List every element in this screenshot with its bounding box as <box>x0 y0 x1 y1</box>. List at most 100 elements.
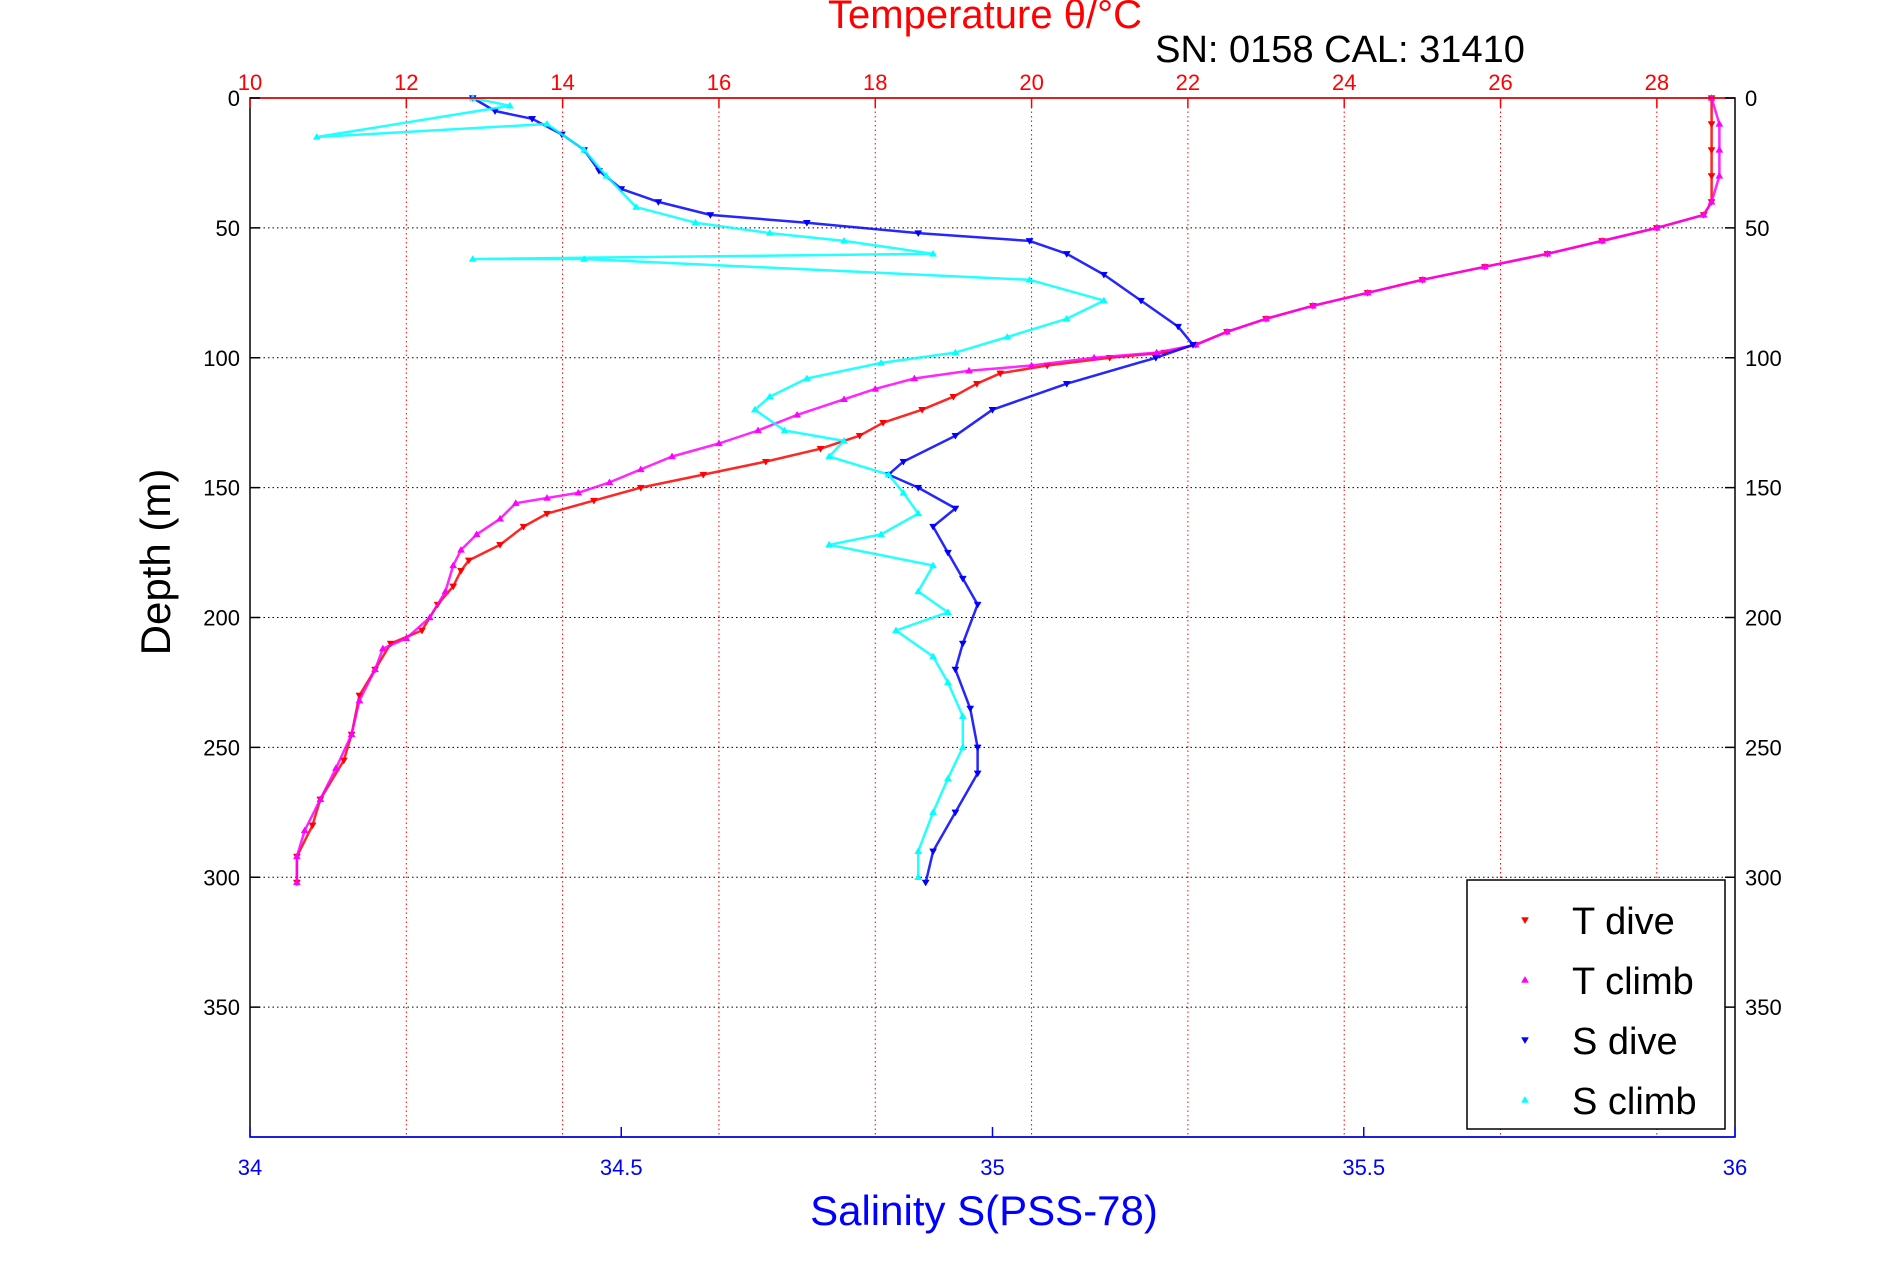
data-point <box>877 530 886 538</box>
series-trace <box>472 96 1195 883</box>
data-point <box>457 545 465 553</box>
data-point <box>944 608 952 616</box>
data-point <box>914 847 923 854</box>
depth-tick-label-left: 50 <box>216 216 240 241</box>
legend-label: S dive <box>1572 1021 1678 1063</box>
data-point <box>1363 288 1372 296</box>
data-point <box>1062 314 1071 322</box>
temperature-tick-label: 24 <box>1332 70 1356 95</box>
data-point <box>1003 332 1012 340</box>
temperature-tick-label: 26 <box>1488 70 1512 95</box>
data-point <box>580 145 589 153</box>
data-point <box>699 471 708 479</box>
data-point <box>602 171 611 179</box>
data-point <box>1189 342 1197 349</box>
data-point <box>840 236 848 244</box>
data-point <box>765 229 774 236</box>
data-point <box>332 764 340 771</box>
depth-tick-label-right: 50 <box>1745 216 1769 241</box>
data-point <box>929 808 938 816</box>
data-point <box>802 219 811 227</box>
data-point <box>1715 145 1724 153</box>
series-s-dive <box>468 95 1197 887</box>
data-point <box>914 484 923 492</box>
temperature-tick-label: 12 <box>394 70 418 95</box>
data-point <box>951 432 960 440</box>
legend-marker <box>1521 1037 1529 1044</box>
data-point <box>1151 355 1160 362</box>
y-axis-label: Depth (m) <box>132 469 179 656</box>
data-point <box>951 348 960 356</box>
data-point <box>825 540 834 548</box>
series-trace <box>295 98 1713 883</box>
x-axis-label: Salinity S(PSS-78) <box>810 1187 1158 1234</box>
data-point <box>1262 314 1270 322</box>
series-s-climb <box>312 94 1108 880</box>
data-point <box>1707 147 1716 154</box>
data-point <box>914 873 923 880</box>
depth-tick-label-right: 200 <box>1745 606 1782 631</box>
data-point <box>1480 262 1489 270</box>
data-point <box>1099 296 1108 304</box>
data-point <box>949 394 958 401</box>
data-point <box>1707 121 1716 128</box>
data-point <box>1418 275 1427 283</box>
data-point <box>958 640 967 648</box>
data-point <box>793 410 802 418</box>
data-point <box>425 613 434 621</box>
data-point <box>1652 223 1661 231</box>
data-point <box>988 407 997 414</box>
depth-tick-label-left: 100 <box>203 346 240 371</box>
depth-tick-label-right: 150 <box>1745 476 1782 501</box>
salinity-tick-label: 35 <box>980 1155 1004 1180</box>
chart-subtitle: SN: 0158 CAL: 31410 <box>1155 29 1525 71</box>
data-point <box>1062 381 1071 388</box>
depth-tick-label-left: 150 <box>203 476 240 501</box>
data-point <box>1707 173 1716 180</box>
data-point <box>1027 361 1036 369</box>
data-point <box>871 384 880 392</box>
data-point <box>519 523 528 531</box>
data-point <box>449 583 458 591</box>
data-point <box>973 601 982 609</box>
data-point <box>958 575 967 583</box>
data-layer <box>292 94 1724 887</box>
data-point <box>965 366 973 374</box>
legend-label: T climb <box>1572 961 1694 1003</box>
data-point <box>543 119 551 127</box>
data-point <box>468 255 477 262</box>
data-point <box>944 549 952 557</box>
data-point <box>921 879 930 887</box>
temperature-tick-label: 18 <box>863 70 887 95</box>
data-point <box>1699 210 1708 218</box>
salinity-tick-label: 35.5 <box>1342 1155 1385 1180</box>
data-point <box>910 374 919 382</box>
data-point <box>1223 327 1231 335</box>
data-point <box>951 666 960 674</box>
data-point <box>668 452 676 460</box>
data-point <box>884 470 893 478</box>
depth-tick-label-right: 0 <box>1745 86 1757 111</box>
data-point <box>715 439 723 447</box>
data-point <box>780 426 789 434</box>
data-point <box>543 494 551 501</box>
data-point <box>899 458 908 466</box>
salinity-tick-label: 36 <box>1723 1155 1747 1180</box>
series-trace <box>295 97 1721 883</box>
data-point <box>1715 119 1724 127</box>
depth-tick-label-left: 300 <box>203 865 240 890</box>
data-point <box>1598 236 1607 244</box>
data-point <box>528 116 537 123</box>
depth-tick-label-right: 350 <box>1745 995 1782 1020</box>
data-point <box>918 407 927 414</box>
data-point <box>761 458 770 466</box>
temperature-tick-label: 22 <box>1176 70 1200 95</box>
legend-marker <box>1521 917 1529 924</box>
data-point <box>457 568 465 575</box>
data-point <box>972 381 981 388</box>
legend-item: T climb <box>1521 961 1694 1003</box>
data-point <box>300 826 309 834</box>
data-point <box>855 432 864 440</box>
data-point <box>929 848 938 856</box>
depth-tick-label-right: 300 <box>1745 865 1782 890</box>
